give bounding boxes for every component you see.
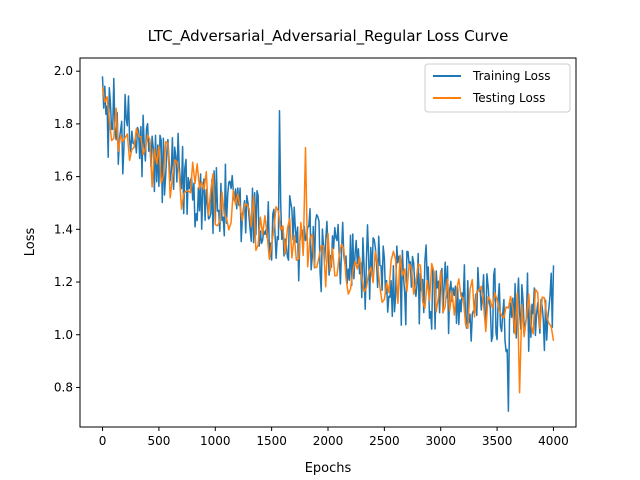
y-tick-label: 1.6: [54, 170, 73, 184]
legend-label-training: Training Loss: [472, 69, 550, 83]
x-tick-label: 1000: [200, 434, 231, 448]
x-tick-label: 2500: [369, 434, 400, 448]
x-tick-label: 1500: [256, 434, 287, 448]
y-tick-label: 0.8: [54, 380, 73, 394]
series-line-testing-loss: [101, 86, 555, 394]
y-tick-label: 2.0: [54, 64, 73, 78]
x-tick-label: 4000: [538, 434, 569, 448]
x-axis-label: Epochs: [305, 461, 352, 476]
chart-title: LTC_Adversarial_Adversarial_Regular Loss…: [148, 27, 509, 46]
x-tick-label: 0: [99, 434, 107, 448]
y-tick-label: 1.2: [54, 275, 73, 289]
y-axis-ticks: 0.8 1.0 1.2 1.4 1.6 1.8 2.0: [54, 64, 80, 394]
y-axis-label: Loss: [23, 228, 38, 257]
legend: Training Loss Testing Loss: [424, 63, 571, 113]
x-tick-label: 500: [147, 434, 170, 448]
x-tick-label: 2000: [313, 434, 344, 448]
x-tick-label: 3000: [425, 434, 456, 448]
legend-label-testing: Testing Loss: [472, 91, 545, 105]
plot-area: 0 500 1000 1500 2000 2500 3000 3500 4000 0.8 1.0 1…: [54, 57, 577, 448]
series-layer: [101, 76, 555, 412]
y-tick-label: 1.8: [54, 117, 73, 131]
y-tick-label: 1.4: [54, 222, 73, 236]
x-axis-ticks: 0 500 1000 1500 2000 2500 3000 3500 4000: [99, 427, 569, 448]
legend-frame: [424, 63, 571, 113]
y-tick-label: 1.0: [54, 328, 73, 342]
x-tick-label: 3500: [482, 434, 513, 448]
